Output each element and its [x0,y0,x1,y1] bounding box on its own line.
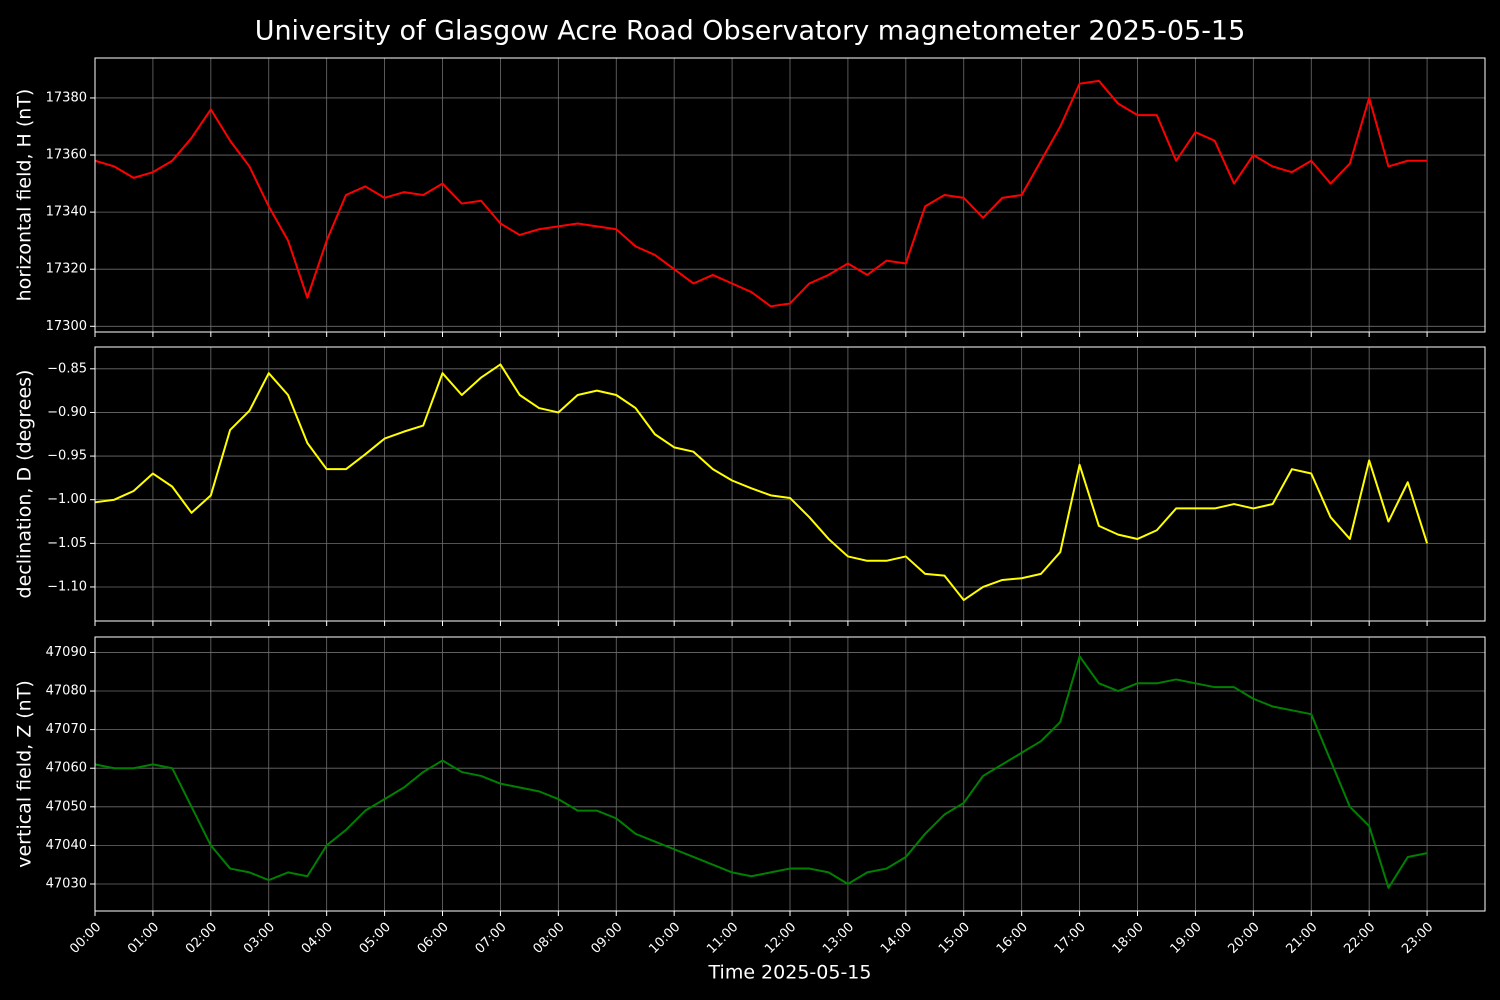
y-tick-label: 47050 [46,799,87,814]
y-tick-label: 17320 [46,262,87,277]
y-axis-label: vertical field, Z (nT) [14,680,36,868]
x-tick-label: 16:00 [994,920,1031,957]
data-line [94,655,1428,889]
y-tick-label: 17340 [46,205,87,220]
y-tick-label: 47070 [46,722,87,737]
y-tick-label: 17360 [46,148,87,163]
x-tick-label: 12:00 [762,920,799,957]
y-tick-label: −0.90 [47,405,87,420]
x-tick-label: 08:00 [531,920,568,957]
y-axis-label: declination, D (degrees) [14,370,36,599]
x-tick-label: 02:00 [183,920,220,957]
y-tick-label: 47040 [46,838,87,853]
axes-frame [94,346,1486,622]
x-tick-label: 20:00 [1226,920,1263,957]
x-tick-label: 10:00 [646,920,683,957]
y-tick-label: −1.05 [47,536,87,551]
y-tick-label: 17300 [46,319,87,334]
x-tick-label: 11:00 [704,920,741,957]
x-tick-label: 06:00 [415,920,452,957]
x-tick-label: 15:00 [936,920,973,957]
axes-frame [94,57,1486,333]
x-tick-label: 13:00 [820,920,857,957]
data-line [94,79,1428,308]
y-tick-label: −1.00 [47,492,87,507]
y-tick-label: 17380 [46,90,87,105]
y-tick-label: −0.95 [47,449,87,464]
x-tick-label: 19:00 [1168,920,1205,957]
data-line [94,363,1429,602]
x-tick-label: 14:00 [878,920,915,957]
y-tick-label: 47090 [46,645,87,660]
x-tick-label: 07:00 [473,920,510,957]
x-tick-label: 01:00 [125,920,162,957]
y-axis-label: horizontal field, H (nT) [14,89,36,302]
axes-frame [94,636,1486,912]
x-tick-label: 00:00 [67,920,104,957]
x-tick-label: 04:00 [299,920,336,957]
x-tick-label: 03:00 [241,920,278,957]
x-tick-label: 22:00 [1341,920,1378,957]
x-tick-label: 17:00 [1052,920,1089,957]
x-tick-label: 09:00 [588,920,625,957]
y-tick-label: −1.10 [47,579,87,594]
figure-title: University of Glasgow Acre Road Observat… [255,16,1246,47]
y-tick-label: 47060 [46,761,87,776]
x-tick-label: 23:00 [1399,920,1436,957]
x-tick-label: 21:00 [1283,920,1320,957]
x-tick-label: 18:00 [1110,920,1147,957]
y-tick-label: 47080 [46,684,87,699]
x-axis-label: Time 2025-05-15 [708,962,872,984]
x-tick-label: 05:00 [357,920,394,957]
y-tick-label: 47030 [46,876,87,891]
y-tick-label: −0.85 [47,361,87,376]
